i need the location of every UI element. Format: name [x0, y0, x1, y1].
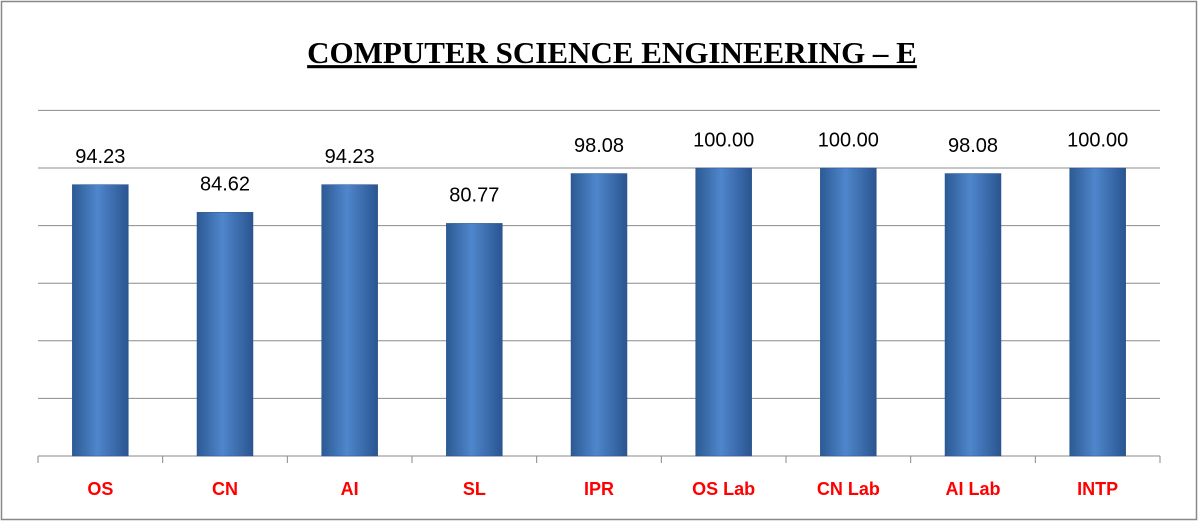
x-tick-label: IPR: [584, 479, 614, 499]
bar: [72, 184, 129, 457]
x-tick-label: CN Lab: [817, 479, 880, 499]
value-label: 100.00: [1067, 129, 1128, 151]
value-label: 84.62: [200, 174, 250, 196]
value-label: 100.00: [818, 129, 879, 151]
value-label: 94.23: [325, 146, 375, 168]
bar: [944, 173, 1002, 457]
value-label: 94.23: [75, 146, 125, 168]
chart-title: COMPUTER SCIENCE ENGINEERING – E: [307, 35, 917, 70]
bar: [695, 167, 752, 457]
value-label: 80.77: [449, 185, 499, 207]
x-tick-label: AI: [341, 479, 359, 499]
bar: [570, 173, 628, 457]
value-label: 98.08: [948, 135, 998, 157]
bar: [820, 167, 877, 457]
x-tick-label: OS: [87, 479, 113, 499]
x-tick-label: CN: [212, 479, 238, 499]
x-tick-label: SL: [463, 479, 486, 499]
x-tick-label: AI Lab: [945, 479, 1000, 499]
value-label: 100.00: [693, 129, 754, 151]
bar: [1069, 167, 1126, 457]
bar: [321, 184, 378, 457]
x-tick-label: INTP: [1077, 479, 1118, 499]
x-tick-label: OS Lab: [692, 479, 755, 499]
bar: [446, 223, 503, 457]
bar: [196, 212, 254, 457]
value-label: 98.08: [574, 135, 624, 157]
